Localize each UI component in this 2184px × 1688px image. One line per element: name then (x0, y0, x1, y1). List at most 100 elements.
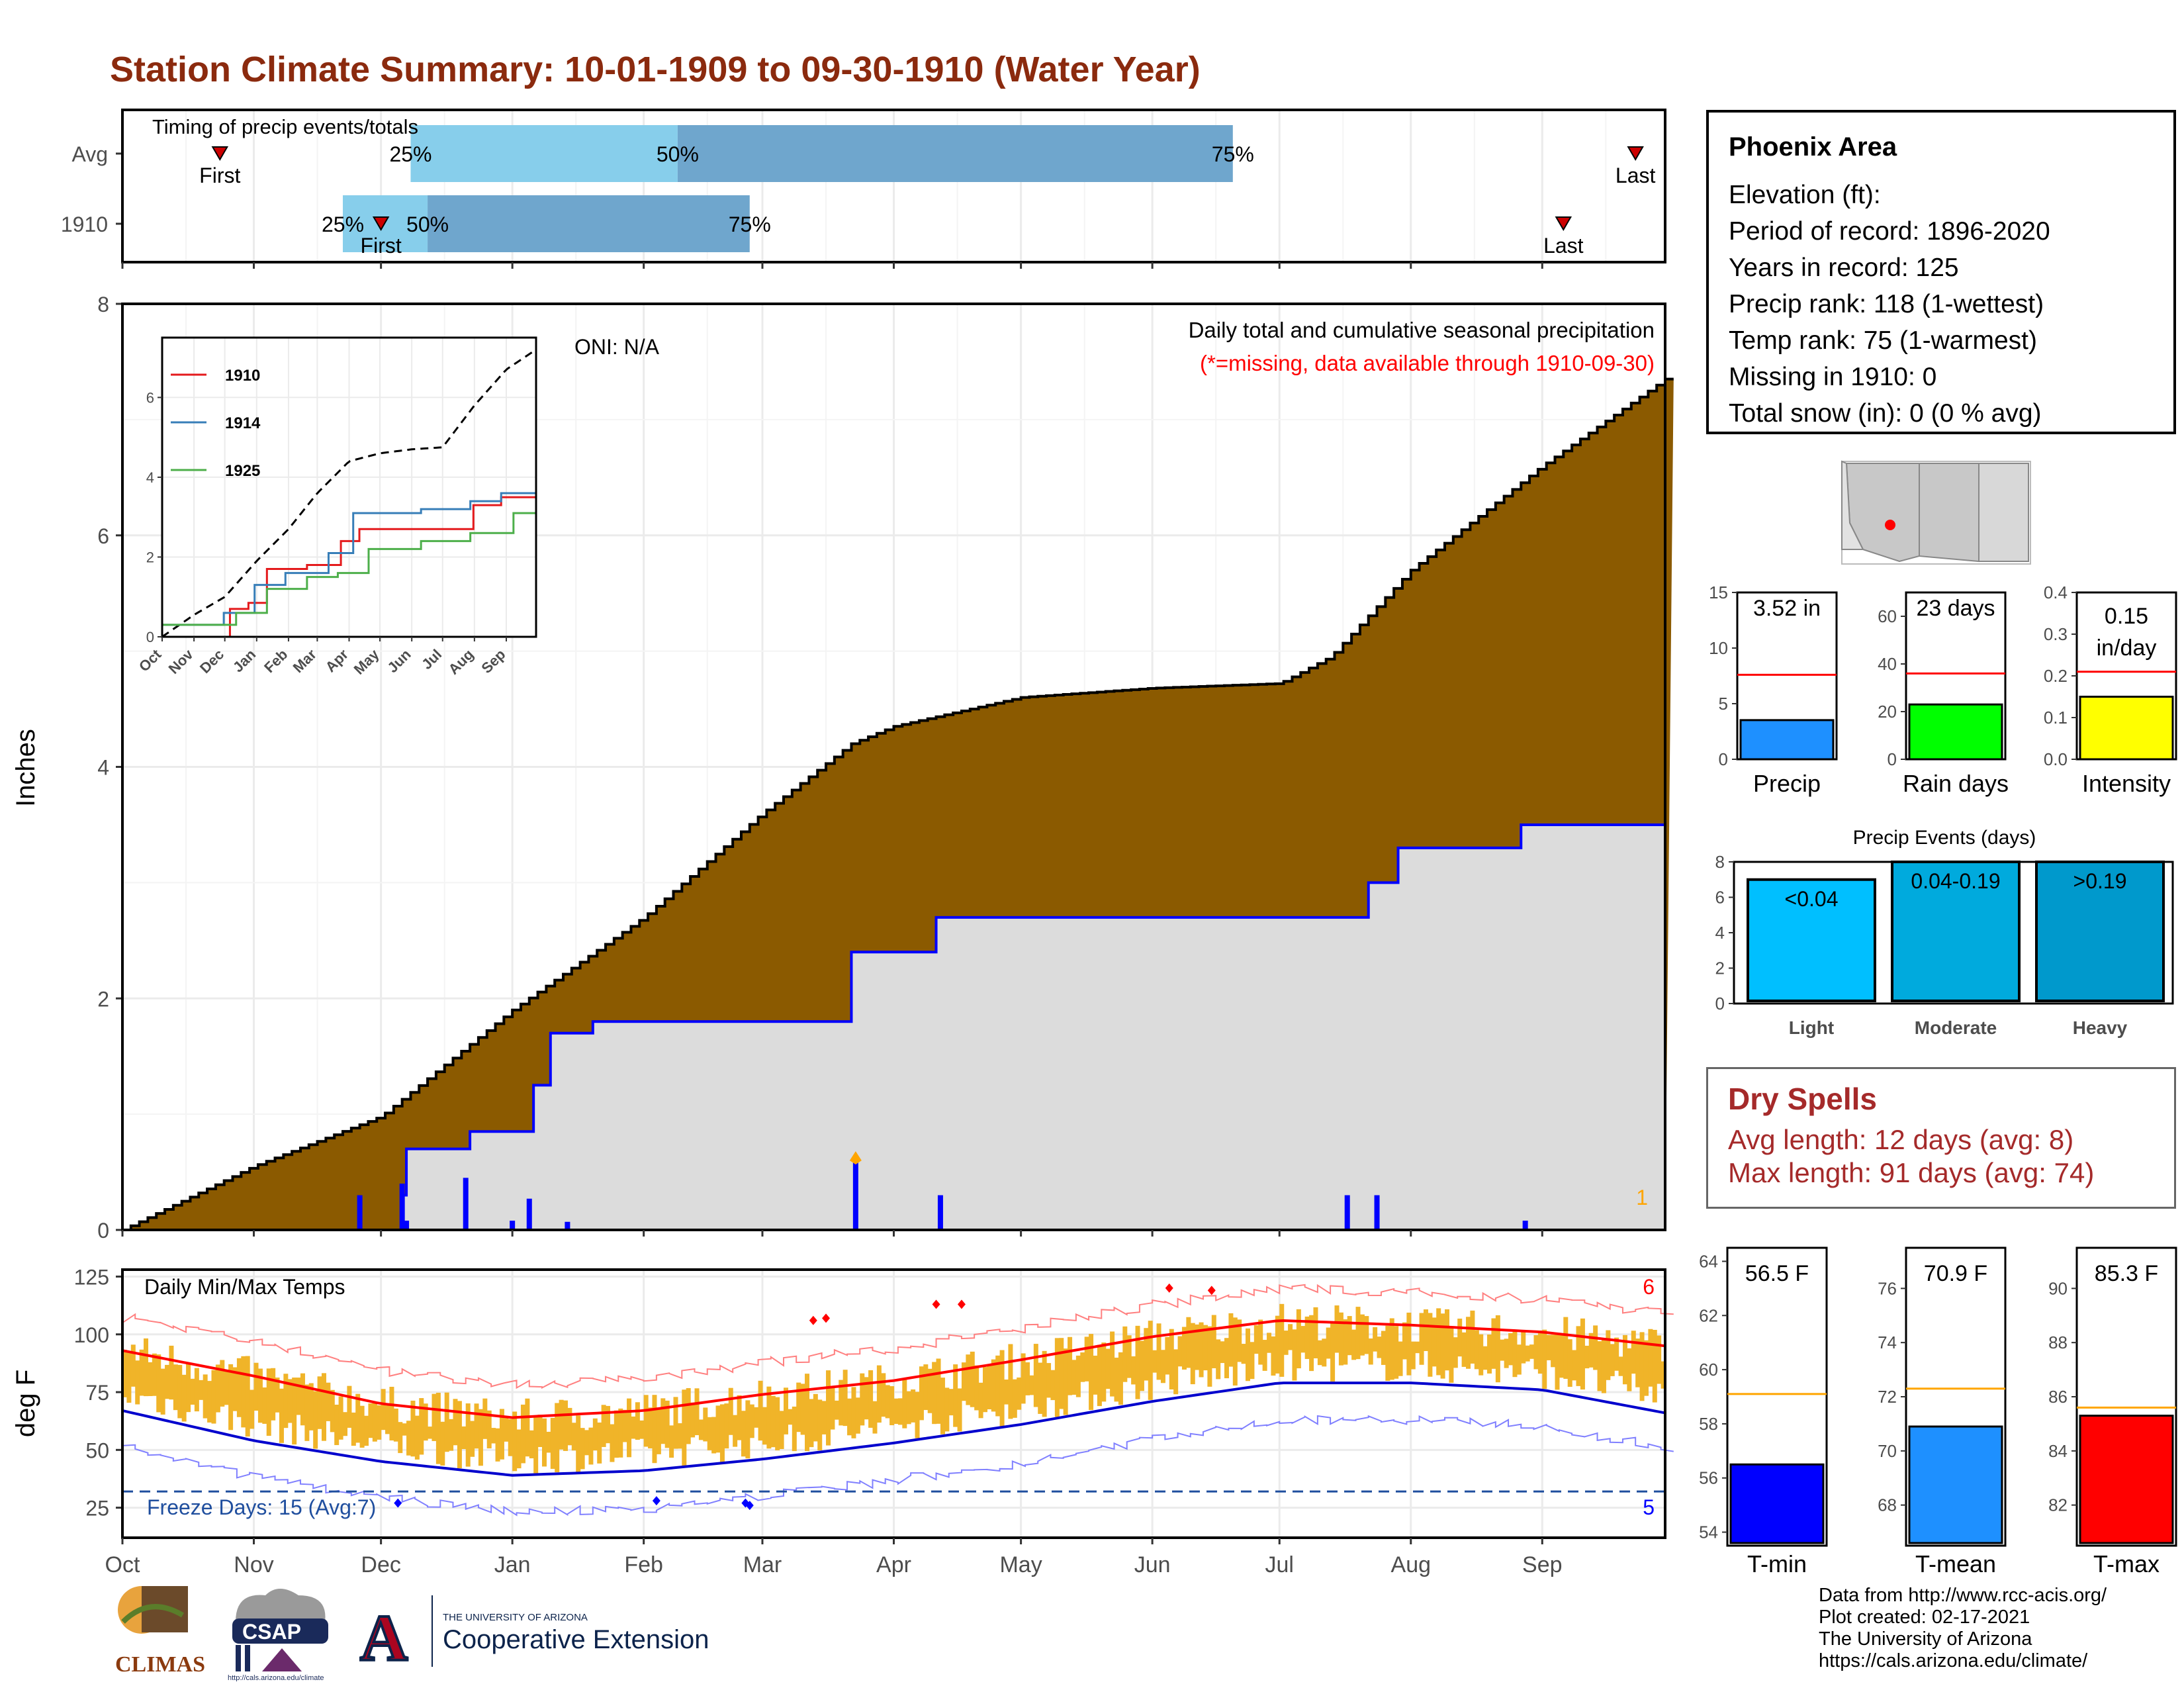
daily-temp-bar (1355, 1307, 1361, 1360)
temp-summary-ytick-label: 72 (1878, 1387, 1897, 1407)
daily-temp-bar (660, 1398, 666, 1444)
daily-temp-bar (1368, 1338, 1373, 1365)
daily-temp-bar (1648, 1329, 1653, 1387)
daily-temp-bar (550, 1417, 555, 1469)
daily-precip-bar (357, 1195, 363, 1230)
daily-temp-bar (169, 1345, 174, 1400)
daily-temp-bar (186, 1364, 191, 1413)
summary-chart-label: Intensity (2082, 770, 2171, 797)
daily-temp-bar (377, 1405, 382, 1440)
daily-temp-bar (1165, 1336, 1170, 1375)
precip-caption: Daily total and cumulative seasonal prec… (1189, 318, 1655, 342)
record-high-marker (932, 1299, 940, 1309)
month-label: Jun (1134, 1552, 1171, 1577)
inset-ytick-label: 2 (146, 549, 154, 565)
daily-temp-bar (872, 1401, 878, 1434)
daily-temp-bar (563, 1400, 569, 1451)
summary-ytick-label: 0 (1719, 749, 1728, 769)
year-cumulative-area (122, 824, 1665, 1230)
events-title: Precip Events (days) (1853, 827, 2036, 849)
daily-temp-bar (784, 1387, 789, 1434)
summary-ytick-label: 0.1 (2044, 708, 2068, 727)
daily-temp-bar (1156, 1323, 1161, 1380)
daily-temp-bar (203, 1374, 208, 1419)
daily-temp-bar (618, 1408, 623, 1458)
daily-temp-bar (885, 1385, 890, 1419)
daily-temp-bar (504, 1418, 509, 1442)
daily-temp-bar (830, 1386, 835, 1430)
tmax-record-line (122, 1284, 1674, 1389)
timing-pct-label: 25% (322, 212, 364, 236)
daily-temp-bar (444, 1392, 449, 1452)
timing-first-marker (211, 146, 229, 161)
daily-temp-bar (1008, 1344, 1013, 1419)
daily-temp-bar (236, 1358, 242, 1417)
daily-temp-bar (1398, 1341, 1403, 1376)
csap-logo-text: CSAP (242, 1620, 301, 1644)
daily-temp-bar (652, 1395, 657, 1464)
timing-pct-label: 25% (389, 142, 432, 166)
temp-summary-value-label: 85.3 F (2095, 1261, 2158, 1286)
daily-temp-bar (1118, 1352, 1123, 1405)
daily-temp-bar (682, 1389, 687, 1466)
daily-precip-bar (1522, 1221, 1528, 1230)
inset-legend-label: 1910 (225, 367, 260, 385)
daily-temp-bar (1440, 1313, 1445, 1379)
daily-temp-bar (1313, 1307, 1318, 1358)
daily-temp-bar (1343, 1319, 1348, 1365)
daily-temp-bar (428, 1427, 433, 1439)
daily-temp-bar (970, 1351, 975, 1407)
daily-temp-bar (1211, 1315, 1216, 1368)
daily-temp-bar (1563, 1317, 1569, 1379)
events-ytick-label: 0 (1715, 994, 1725, 1013)
daily-temp-bar (1428, 1313, 1433, 1377)
daily-temp-bar (606, 1405, 611, 1444)
daily-temp-bar (779, 1411, 784, 1449)
daily-temp-bar (635, 1402, 640, 1440)
daily-temp-bar (300, 1373, 305, 1426)
daily-temp-bar (1639, 1332, 1645, 1401)
daily-temp-bar (266, 1368, 271, 1436)
daily-temp-bar (961, 1362, 966, 1401)
daily-temp-bar (1173, 1349, 1179, 1395)
daily-temp-bar (1317, 1340, 1322, 1366)
daily-temp-bar (1220, 1341, 1225, 1364)
daily-temp-bar (749, 1404, 754, 1438)
timing-first-label: First (361, 234, 402, 258)
daily-temp-bar (317, 1376, 322, 1429)
daily-temp-bar (1551, 1335, 1556, 1368)
daily-temp-bar (1063, 1348, 1068, 1415)
timing-first-marker (372, 216, 390, 231)
missing-count: 1 (1636, 1186, 1648, 1209)
daily-temp-bar (1025, 1362, 1030, 1395)
timing-caption: Timing of precip events/totals (152, 115, 418, 138)
daily-temp-bar (1410, 1341, 1416, 1370)
daily-temp-bar (1152, 1350, 1158, 1373)
summary-ytick-label: 0.4 (2044, 583, 2068, 602)
precip-ylabel: Inches (11, 729, 40, 807)
event-bar-label: 0.04-0.19 (1911, 869, 2000, 893)
info-years: Years in record: 125 (1729, 254, 1959, 282)
daily-temp-bar (1406, 1312, 1412, 1376)
daily-temp-bar (262, 1387, 267, 1424)
daily-temp-bar (1415, 1341, 1420, 1354)
daily-temp-bar (1504, 1338, 1509, 1368)
ua-small-text: THE UNIVERSITY OF ARIZONA (443, 1612, 588, 1623)
timing-bar-50-75 (428, 195, 750, 252)
daily-temp-bar (393, 1408, 398, 1442)
record-low-marker (745, 1501, 754, 1511)
daily-temp-bar (389, 1386, 394, 1441)
daily-temp-bar (733, 1415, 738, 1447)
daily-temp-bar (1097, 1344, 1102, 1407)
daily-temp-bar (881, 1373, 886, 1417)
daily-temp-bar (355, 1393, 361, 1443)
dry-spells-box: Dry Spells Avg length: 12 days (avg: 8) … (1706, 1067, 2176, 1209)
daily-temp-bar (1042, 1350, 1047, 1417)
daily-temp-bar (1423, 1309, 1428, 1352)
daily-temp-bar (232, 1367, 238, 1411)
daily-temp-bar (741, 1411, 746, 1457)
daily-temp-bar (173, 1364, 178, 1411)
timing-bar-50-75 (677, 125, 1233, 182)
daily-temp-bar (181, 1374, 187, 1422)
